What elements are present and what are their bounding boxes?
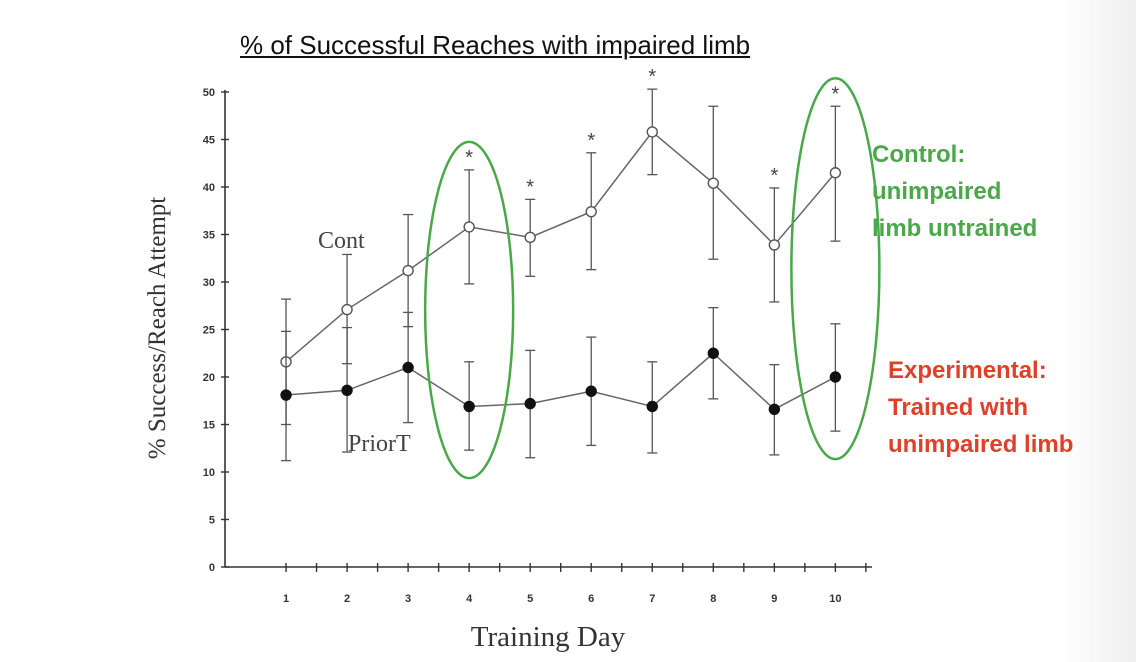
data-point	[585, 205, 597, 218]
series-line	[285, 352, 836, 411]
series-line	[285, 130, 836, 363]
data-point	[646, 400, 658, 413]
data-point	[280, 389, 292, 401]
data-point	[524, 231, 536, 244]
x-tick-label: 3	[405, 593, 411, 605]
significance-asterisk: *	[770, 165, 778, 187]
data-point	[768, 239, 781, 251]
y-tick-label: 45	[203, 135, 215, 147]
data-point	[463, 221, 475, 233]
axes	[224, 90, 872, 568]
series-priort	[280, 306, 842, 462]
y-tick-label: 15	[203, 420, 215, 432]
significance-asterisk: *	[587, 130, 595, 152]
y-tick-label: 5	[209, 515, 215, 527]
x-tick-label: 8	[710, 593, 716, 605]
data-point	[524, 397, 536, 410]
y-axis-label: % Success/Reach Attempt	[144, 197, 171, 459]
highlight-ellipses	[423, 77, 881, 480]
data-point	[829, 167, 842, 179]
control-annotation-line: unimpaired	[872, 178, 1002, 205]
chart-title: % of Successful Reaches with impaired li…	[240, 30, 751, 60]
x-ticks: 1 2 3 4 5 6 7 8 9 10	[283, 563, 867, 605]
y-tick-label: 20	[203, 372, 215, 384]
data-point	[463, 400, 475, 413]
y-tick-label: 25	[203, 325, 215, 337]
y-tick-label: 0	[209, 562, 215, 574]
x-tick-label: 1	[283, 593, 289, 605]
experimental-annotation-line: unimpaired limb	[888, 431, 1074, 458]
x-tick-label: 10	[829, 593, 841, 605]
significance-asterisk: *	[465, 147, 473, 169]
experimental-annotation-line: Trained with	[888, 394, 1029, 421]
data-point	[402, 264, 414, 277]
y-tick-label: 50	[203, 87, 215, 99]
x-tick-label: 6	[588, 593, 594, 605]
data-point	[341, 303, 353, 316]
experimental-annotation: Experimental: Trained with unimpaired li…	[888, 352, 1073, 463]
data-point	[829, 371, 842, 383]
significance-asterisk: *	[648, 66, 656, 88]
data-point	[585, 385, 597, 397]
y-tick-label: 40	[203, 182, 215, 194]
x-tick-label: 9	[771, 593, 777, 605]
x-tick-label: 5	[527, 593, 533, 605]
y-tick-label: 10	[203, 467, 215, 479]
y-ticks: 0 5 10 15 20 25 30 35 40 45 50	[203, 87, 229, 574]
significance-markers: * * * * * *	[465, 66, 839, 198]
x-tick-label: 7	[649, 593, 655, 605]
control-annotation-line: Control:	[872, 141, 966, 168]
data-point	[402, 361, 414, 374]
series-layer	[280, 88, 842, 462]
y-tick-label: 35	[203, 230, 215, 242]
data-point	[341, 384, 353, 396]
series-cont	[280, 88, 842, 426]
x-tick-label: 4	[466, 593, 473, 605]
data-point	[707, 347, 720, 359]
data-point	[707, 177, 720, 189]
significance-asterisk: *	[831, 83, 839, 105]
highlight-ellipse	[790, 77, 881, 461]
series-label-priort: PriorT	[348, 431, 411, 457]
x-tick-label: 2	[344, 593, 350, 605]
control-annotation: Control: unimpaired limb untrained	[872, 136, 1037, 247]
series-label-cont: Cont	[318, 228, 365, 254]
background-gradient	[1056, 0, 1136, 662]
experimental-annotation-line: Experimental:	[888, 357, 1047, 384]
y-tick-label: 30	[203, 277, 215, 289]
highlight-ellipse	[423, 140, 515, 480]
data-point	[646, 126, 658, 138]
significance-asterisk: *	[526, 176, 534, 198]
x-axis-label: Training Day	[471, 621, 626, 653]
data-point	[768, 403, 781, 415]
control-annotation-line: limb untrained	[872, 215, 1038, 242]
